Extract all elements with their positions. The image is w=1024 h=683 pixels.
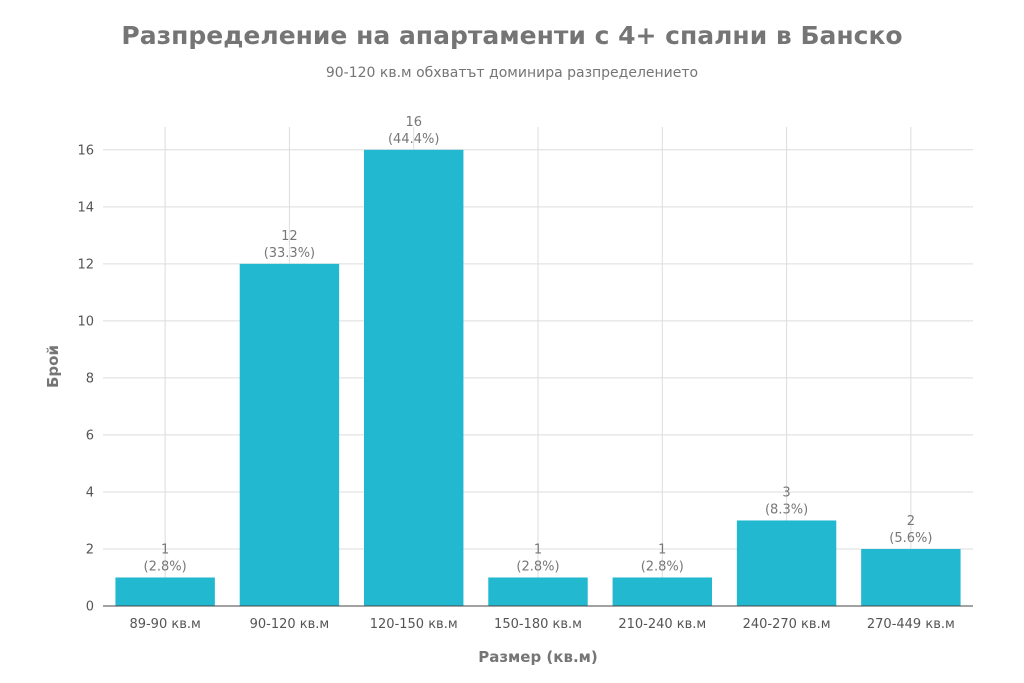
bar-percent-label: (44.4%) (388, 132, 439, 147)
x-tick-label: 120-150 кв.м (370, 617, 458, 632)
bar-percent-label: (5.6%) (889, 531, 932, 546)
bar (115, 577, 215, 606)
bar (612, 577, 712, 606)
x-tick-label: 270-449 кв.м (867, 617, 955, 632)
bar (239, 263, 340, 606)
x-tick-label: 240-270 кв.м (743, 617, 831, 632)
gridlines (103, 127, 973, 606)
x-tick-label: 150-180 кв.м (494, 617, 582, 632)
y-tick-label: 6 (86, 428, 94, 443)
bar-percent-label: (8.3%) (765, 502, 808, 517)
bar-percent-label: (33.3%) (264, 246, 315, 261)
chart-title: Разпределение на апартаменти с 4+ спални… (121, 21, 902, 50)
y-tick-label: 10 (77, 314, 94, 329)
x-tick-label: 90-120 кв.м (250, 617, 330, 632)
y-tick-label: 14 (77, 200, 94, 215)
y-tick-label: 12 (77, 257, 94, 272)
bars (115, 149, 961, 607)
bar-value-label: 2 (907, 514, 915, 529)
data-labels: 1 (2.8%) 12 (33.3%) 16 (44.4%) 1 (2.8%) 1 (2.8%) 3… (144, 115, 933, 575)
x-axis-ticks: 89-90 кв.м 90-120 кв.м 120-150 кв.м 150-180… (129, 617, 954, 632)
bar-percent-label: (2.8%) (641, 559, 684, 574)
x-tick-label: 210-240 кв.м (618, 617, 706, 632)
x-axis-title: Размер (кв.м) (478, 648, 598, 666)
bar (488, 577, 588, 606)
bar (861, 548, 961, 606)
bar-value-label: 16 (405, 115, 422, 130)
y-tick-label: 8 (86, 371, 94, 386)
bar (364, 149, 464, 607)
y-axis-title: Брой (44, 345, 62, 388)
bar-value-label: 1 (534, 542, 542, 557)
y-tick-label: 0 (86, 600, 94, 615)
bar-percent-label: (2.8%) (144, 559, 187, 574)
bar-value-label: 1 (658, 542, 666, 557)
bar-percent-label: (2.8%) (516, 559, 559, 574)
y-axis-ticks: 0 2 4 6 8 10 12 14 16 (77, 143, 94, 614)
y-tick-label: 4 (86, 485, 94, 500)
bar (736, 520, 837, 606)
y-tick-label: 2 (86, 542, 94, 557)
bar-value-label: 3 (782, 485, 790, 500)
y-tick-label: 16 (77, 143, 94, 158)
x-tick-label: 89-90 кв.м (129, 617, 200, 632)
chart-subtitle: 90-120 кв.м обхватът доминира разпределе… (326, 65, 698, 81)
bar-value-label: 12 (281, 229, 298, 244)
bar-value-label: 1 (161, 542, 169, 557)
